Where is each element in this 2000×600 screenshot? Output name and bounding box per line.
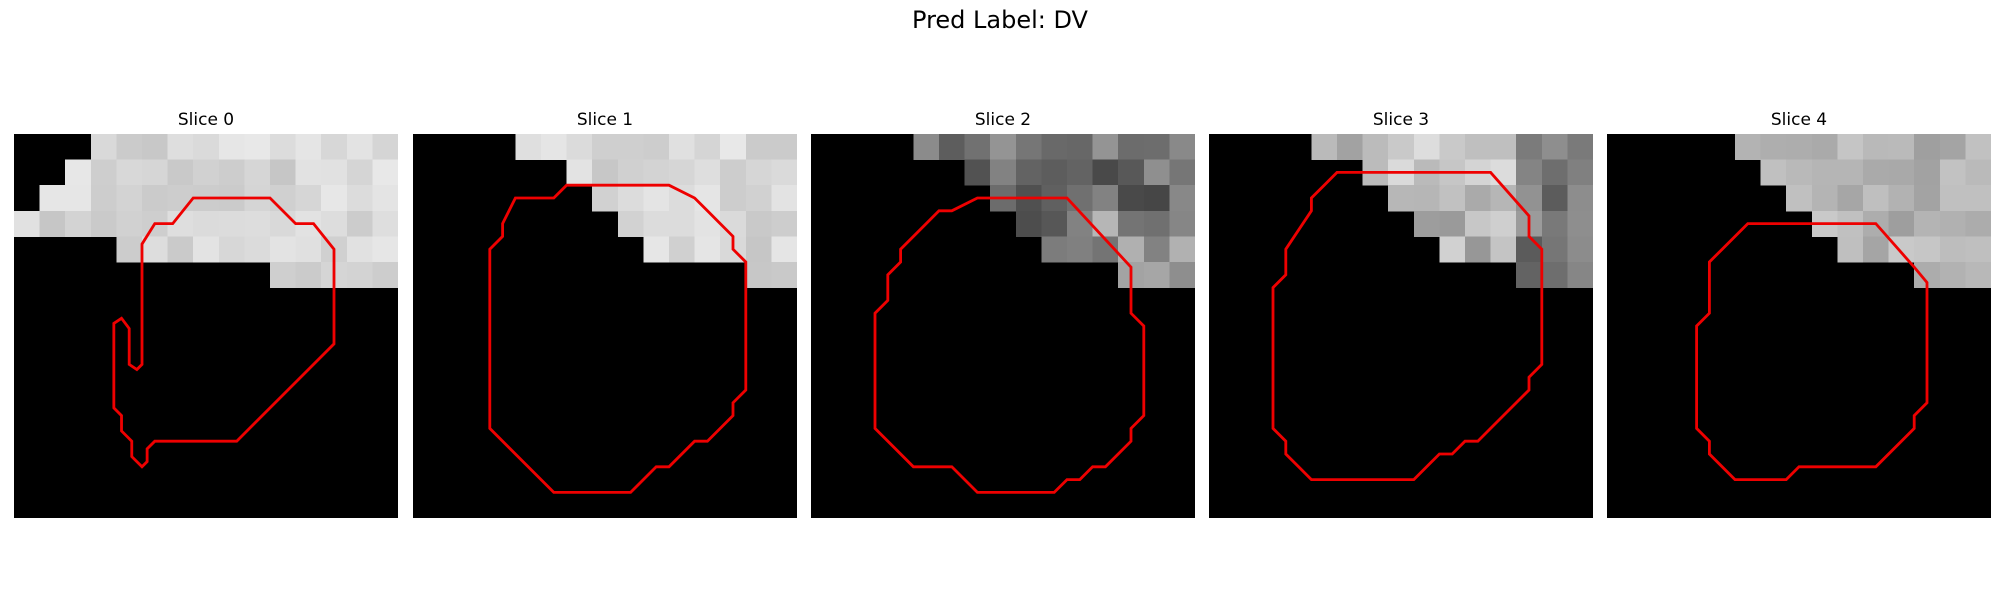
slice-image <box>413 134 797 518</box>
slice-title: Slice 1 <box>576 110 634 130</box>
slice-panel-0: Slice 0 <box>14 106 398 518</box>
slice-title: Slice 3 <box>1372 110 1430 130</box>
tissue-pixels <box>1735 134 1991 289</box>
prediction-contour <box>873 196 1146 494</box>
prediction-contour <box>488 183 748 494</box>
tissue-pixels <box>913 134 1195 289</box>
tissue-pixels <box>1311 134 1593 289</box>
slice-image <box>1209 134 1593 518</box>
slice-title: Slice 4 <box>1770 110 1828 130</box>
slice-panel-2: Slice 2 <box>811 106 1195 518</box>
slice-panel-4: Slice 4 <box>1607 106 1991 518</box>
prediction-contour <box>112 196 336 469</box>
slice-image <box>1607 134 1991 518</box>
slice-image <box>811 134 1195 518</box>
slice-panel-1: Slice 1 <box>413 106 797 518</box>
tissue-pixels <box>515 134 797 289</box>
slice-title: Slice 2 <box>974 110 1032 130</box>
slice-image <box>14 134 398 518</box>
prediction-contour <box>1695 222 1929 482</box>
tissue-pixels <box>14 134 398 289</box>
slice-panel-3: Slice 3 <box>1209 106 1593 518</box>
figure-title: Pred Label: DV <box>912 6 1088 34</box>
slice-title: Slice 0 <box>177 110 235 130</box>
prediction-contour <box>1271 170 1544 482</box>
